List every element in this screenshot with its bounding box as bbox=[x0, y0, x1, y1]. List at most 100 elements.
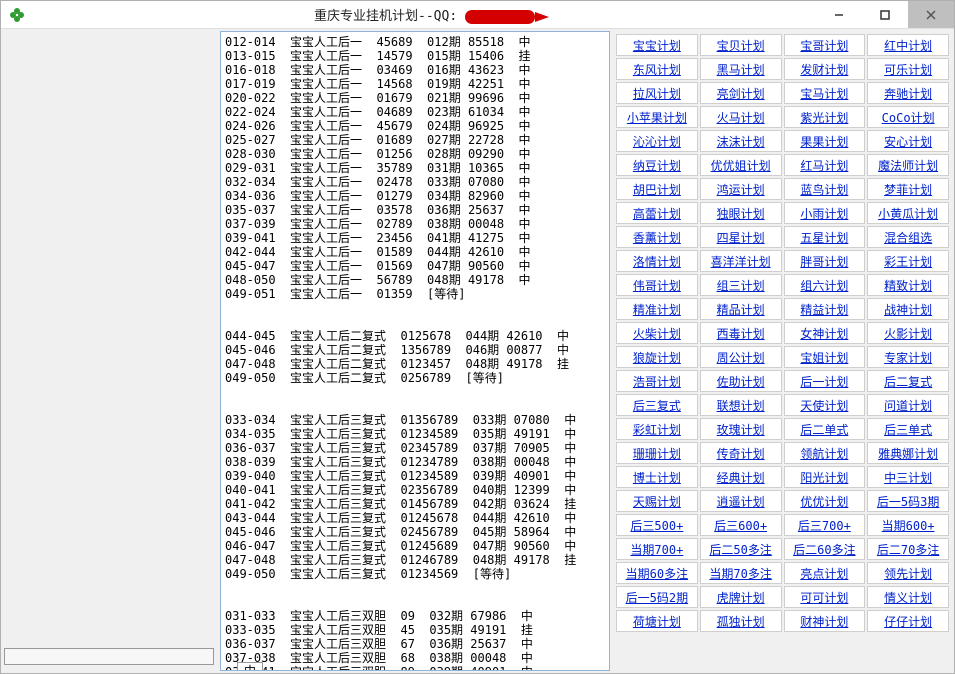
plan-button[interactable]: 五星计划 bbox=[784, 226, 866, 248]
plan-button[interactable]: 四星计划 bbox=[700, 226, 782, 248]
plan-button[interactable]: 后一5码3期 bbox=[867, 490, 949, 512]
plan-button[interactable]: 问道计划 bbox=[867, 394, 949, 416]
plan-button[interactable]: 后三700+ bbox=[784, 514, 866, 536]
maximize-button[interactable] bbox=[862, 1, 908, 28]
plan-button[interactable]: 虎牌计划 bbox=[700, 586, 782, 608]
plan-button[interactable]: 当期70多注 bbox=[700, 562, 782, 584]
plan-button[interactable]: 阳光计划 bbox=[784, 466, 866, 488]
plan-button[interactable]: 领先计划 bbox=[867, 562, 949, 584]
plan-button[interactable]: 宝贝计划 bbox=[700, 34, 782, 56]
plan-button[interactable]: 珊珊计划 bbox=[616, 442, 698, 464]
plan-button[interactable]: 后三500+ bbox=[616, 514, 698, 536]
plan-button[interactable]: 优优计划 bbox=[784, 490, 866, 512]
plan-button[interactable]: 火马计划 bbox=[700, 106, 782, 128]
plan-button[interactable]: 彩虹计划 bbox=[616, 418, 698, 440]
log-panel[interactable]: 012-014 宝宝人工后一 45689 012期 85518 中 013-01… bbox=[220, 31, 610, 671]
plan-button[interactable]: 蓝鸟计划 bbox=[784, 178, 866, 200]
plan-button[interactable]: 魔法师计划 bbox=[867, 154, 949, 176]
plan-button[interactable]: 火影计划 bbox=[867, 322, 949, 344]
plan-button[interactable]: 中三计划 bbox=[867, 466, 949, 488]
plan-button[interactable]: 香薰计划 bbox=[616, 226, 698, 248]
plan-button[interactable]: 胖哥计划 bbox=[784, 250, 866, 272]
plan-button[interactable]: 后二复式 bbox=[867, 370, 949, 392]
plan-button[interactable]: 佐助计划 bbox=[700, 370, 782, 392]
plan-button[interactable]: 梦菲计划 bbox=[867, 178, 949, 200]
plan-button[interactable]: 精品计划 bbox=[700, 298, 782, 320]
plan-button[interactable]: 可可计划 bbox=[784, 586, 866, 608]
plan-button[interactable]: 东风计划 bbox=[616, 58, 698, 80]
plan-button[interactable]: 喜洋洋计划 bbox=[700, 250, 782, 272]
plan-button[interactable]: 联想计划 bbox=[700, 394, 782, 416]
plan-button[interactable]: 洛情计划 bbox=[616, 250, 698, 272]
plan-button[interactable]: 亮剑计划 bbox=[700, 82, 782, 104]
plan-button[interactable]: 沁沁计划 bbox=[616, 130, 698, 152]
plan-button[interactable]: 领航计划 bbox=[784, 442, 866, 464]
plan-button[interactable]: 天赐计划 bbox=[616, 490, 698, 512]
plan-button[interactable]: 后一5码2期 bbox=[616, 586, 698, 608]
plan-button[interactable]: 黑马计划 bbox=[700, 58, 782, 80]
plan-button[interactable]: 当期600+ bbox=[867, 514, 949, 536]
plan-button[interactable]: 狼旋计划 bbox=[616, 346, 698, 368]
plan-button[interactable]: 鸿运计划 bbox=[700, 178, 782, 200]
plan-button[interactable]: 后三600+ bbox=[700, 514, 782, 536]
plan-button[interactable]: 彩王计划 bbox=[867, 250, 949, 272]
plan-button[interactable]: 红马计划 bbox=[784, 154, 866, 176]
plan-button[interactable]: 组三计划 bbox=[700, 274, 782, 296]
plan-button[interactable]: 亮点计划 bbox=[784, 562, 866, 584]
plan-button[interactable]: 财神计划 bbox=[784, 610, 866, 632]
plan-button[interactable]: 后一计划 bbox=[784, 370, 866, 392]
plan-button[interactable]: 经典计划 bbox=[700, 466, 782, 488]
plan-button[interactable]: 火柴计划 bbox=[616, 322, 698, 344]
plan-button[interactable]: 后二60多注 bbox=[784, 538, 866, 560]
plan-button[interactable]: 紫光计划 bbox=[784, 106, 866, 128]
plan-button[interactable]: 小黄瓜计划 bbox=[867, 202, 949, 224]
plan-button[interactable]: CoCo计划 bbox=[867, 106, 949, 128]
plan-button[interactable]: 宝哥计划 bbox=[784, 34, 866, 56]
plan-button[interactable]: 后二单式 bbox=[784, 418, 866, 440]
plan-button[interactable]: 后三单式 bbox=[867, 418, 949, 440]
plan-button[interactable]: 发财计划 bbox=[784, 58, 866, 80]
plan-button[interactable]: 逍遥计划 bbox=[700, 490, 782, 512]
plan-button[interactable]: 宝马计划 bbox=[784, 82, 866, 104]
plan-button[interactable]: 荷塘计划 bbox=[616, 610, 698, 632]
plan-button[interactable]: 可乐计划 bbox=[867, 58, 949, 80]
plan-button[interactable]: 奔驰计划 bbox=[867, 82, 949, 104]
plan-button[interactable]: 纳豆计划 bbox=[616, 154, 698, 176]
plan-button[interactable]: 沫沫计划 bbox=[700, 130, 782, 152]
plan-button[interactable]: 后三复式 bbox=[616, 394, 698, 416]
plan-button[interactable]: 精准计划 bbox=[616, 298, 698, 320]
plan-button[interactable]: 宝宝计划 bbox=[616, 34, 698, 56]
plan-button[interactable]: 战神计划 bbox=[867, 298, 949, 320]
plan-button[interactable]: 情义计划 bbox=[867, 586, 949, 608]
plan-button[interactable]: 雅典娜计划 bbox=[867, 442, 949, 464]
plan-button[interactable]: 女神计划 bbox=[784, 322, 866, 344]
plan-button[interactable]: 专家计划 bbox=[867, 346, 949, 368]
plan-button[interactable]: 玫瑰计划 bbox=[700, 418, 782, 440]
plan-button[interactable]: 胡巴计划 bbox=[616, 178, 698, 200]
plan-button[interactable]: 果果计划 bbox=[784, 130, 866, 152]
plan-button[interactable]: 后二50多注 bbox=[700, 538, 782, 560]
plan-button[interactable]: 后二70多注 bbox=[867, 538, 949, 560]
plan-button[interactable]: 拉风计划 bbox=[616, 82, 698, 104]
plan-button[interactable]: 宝姐计划 bbox=[784, 346, 866, 368]
plan-button[interactable]: 孤独计划 bbox=[700, 610, 782, 632]
plan-button[interactable]: 小苹果计划 bbox=[616, 106, 698, 128]
plan-button[interactable]: 精益计划 bbox=[784, 298, 866, 320]
plan-button[interactable]: 伟哥计划 bbox=[616, 274, 698, 296]
plan-button[interactable]: 西毒计划 bbox=[700, 322, 782, 344]
plan-button[interactable]: 天使计划 bbox=[784, 394, 866, 416]
plan-button[interactable]: 安心计划 bbox=[867, 130, 949, 152]
plan-button[interactable]: 高蕾计划 bbox=[616, 202, 698, 224]
plan-button[interactable]: 混合组选 bbox=[867, 226, 949, 248]
plan-button[interactable]: 浩哥计划 bbox=[616, 370, 698, 392]
plan-button[interactable]: 当期700+ bbox=[616, 538, 698, 560]
plan-button[interactable]: 传奇计划 bbox=[700, 442, 782, 464]
plan-button[interactable]: 仔仔计划 bbox=[867, 610, 949, 632]
plan-button[interactable]: 独眼计划 bbox=[700, 202, 782, 224]
plan-button[interactable]: 周公计划 bbox=[700, 346, 782, 368]
plan-button[interactable]: 当期60多注 bbox=[616, 562, 698, 584]
horizontal-scrollbar[interactable] bbox=[4, 648, 214, 665]
plan-button[interactable]: 博士计划 bbox=[616, 466, 698, 488]
plan-button[interactable]: 精致计划 bbox=[867, 274, 949, 296]
plan-button[interactable]: 小雨计划 bbox=[784, 202, 866, 224]
